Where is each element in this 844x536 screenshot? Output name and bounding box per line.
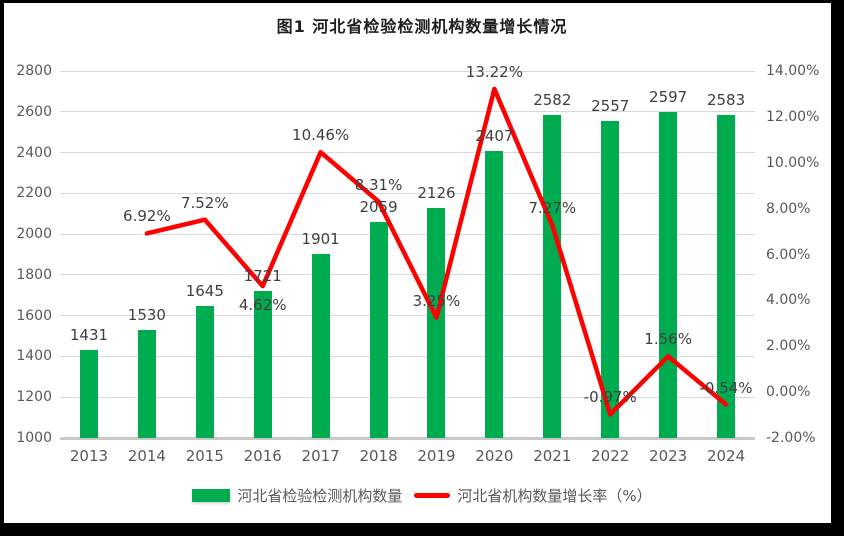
bar-2017 [311, 254, 330, 438]
bar-value-label: 1431 [69, 326, 109, 345]
bar-2019 [427, 208, 446, 438]
y-right-tick: 12.00% [766, 108, 820, 125]
y-left-tick: 2400 [16, 144, 52, 161]
bar-2013 [79, 350, 98, 438]
x-tick: 2014 [127, 447, 166, 465]
gridline [60, 111, 755, 113]
gridline [60, 192, 755, 194]
x-tick: 2015 [185, 447, 224, 465]
y-left-tick: 1400 [16, 348, 52, 365]
x-axis-line [60, 436, 755, 440]
y-left-tick: 2000 [16, 226, 52, 243]
x-tick: 2019 [417, 447, 456, 465]
legend-item-line: 河北省机构数量增长率（%） [414, 485, 652, 506]
bar-value-label: 2583 [706, 91, 746, 110]
y-right-tick: 14.00% [766, 63, 820, 79]
line-value-label: 1.56% [644, 330, 692, 349]
y-left-tick: 1800 [16, 266, 52, 283]
bar-value-label: 1530 [127, 305, 166, 324]
bar-2015 [195, 306, 214, 438]
legend-item-bars: 河北省检验检测机构数量 [192, 485, 402, 506]
chart-canvas: 图1 河北省检验检测机构数量增长情况 1000 1200 1400 1600 1800 2… [4, 3, 831, 523]
y-left-tick: 2600 [16, 103, 52, 120]
y-right-tick: 0.00% [766, 384, 811, 401]
y-left-tick: 2800 [16, 63, 52, 79]
line-value-label: -0.54% [699, 378, 753, 397]
x-tick: 2023 [649, 447, 688, 465]
x-tick: 2013 [69, 447, 109, 465]
y-right-tick: 8.00% [766, 200, 811, 217]
bar-value-label: 2407 [475, 127, 514, 146]
line-value-label: 13.22% [465, 62, 523, 81]
y-left-tick: 2200 [16, 185, 52, 202]
gridline [60, 70, 755, 72]
gridline [60, 152, 755, 154]
legend: 河北省检验检测机构数量 河北省机构数量增长率（%） [0, 485, 844, 506]
bar-2020 [485, 151, 504, 438]
x-tick: 2016 [243, 447, 282, 465]
y-left-tick: 1000 [16, 430, 52, 446]
bar-value-label: 2059 [359, 198, 398, 217]
y-left-tick: 1200 [16, 389, 52, 406]
bar-2014 [137, 329, 156, 438]
bar-2018 [369, 222, 388, 438]
line-value-label: 7.27% [528, 199, 577, 218]
x-tick: 2024 [706, 447, 746, 465]
y-right-tick: 6.00% [766, 246, 811, 263]
bar-value-label: 2557 [591, 96, 630, 115]
bar-2021 [543, 115, 562, 438]
legend-line-label: 河北省机构数量增长率（%） [457, 487, 652, 505]
line-value-label: 8.31% [354, 175, 403, 194]
bar-value-label: 1645 [185, 282, 224, 301]
y-right-tick: 4.00% [766, 292, 811, 309]
bar-value-label: 1901 [301, 230, 340, 249]
x-tick: 2017 [301, 447, 340, 465]
x-tick: 2020 [475, 447, 514, 465]
x-tick: 2021 [533, 447, 572, 465]
gridline [60, 355, 755, 357]
gridline [60, 274, 755, 276]
y-left-tick: 1600 [16, 307, 52, 324]
bar-value-label: 1721 [243, 266, 282, 285]
bar-2023 [659, 112, 678, 438]
line-value-label: 7.52% [180, 193, 229, 212]
legend-line-swatch-icon [414, 493, 451, 498]
line-value-label: 4.62% [238, 296, 287, 315]
x-tick: 2018 [359, 447, 398, 465]
y-right-tick: 10.00% [766, 154, 820, 171]
gridline [60, 396, 755, 398]
y-right-tick: -2.00% [766, 430, 816, 446]
legend-bar-swatch-icon [192, 489, 231, 502]
line-value-label: 3.25% [412, 291, 461, 310]
line-value-label: 6.92% [123, 207, 171, 226]
bar-value-label: 2582 [533, 91, 572, 110]
bar-value-label: 2126 [417, 184, 456, 203]
x-tick: 2022 [591, 447, 630, 465]
legend-bar-label: 河北省检验检测机构数量 [237, 487, 403, 505]
gridline [60, 233, 755, 235]
chart-title: 图1 河北省检验检测机构数量增长情况 [276, 17, 568, 36]
bar-value-label: 2597 [649, 88, 688, 107]
line-value-label: -0.97% [583, 388, 637, 407]
line-value-label: 10.46% [292, 126, 350, 145]
y-right-tick: 2.00% [766, 338, 811, 355]
